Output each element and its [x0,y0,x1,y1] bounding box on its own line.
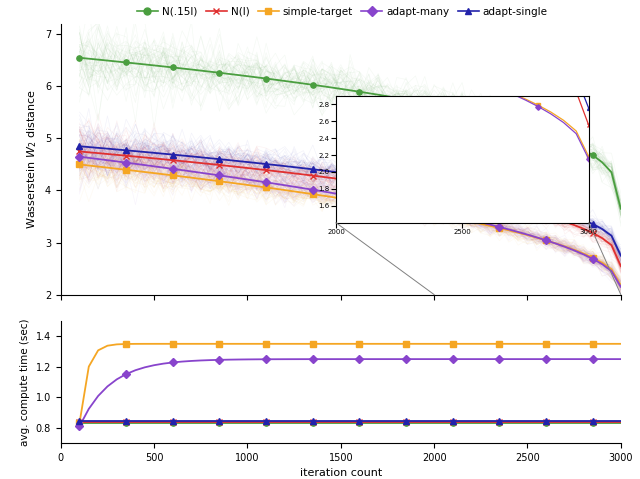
Y-axis label: Wasserstein $W_2$ distance: Wasserstein $W_2$ distance [26,89,39,229]
Y-axis label: avg. compute time (sec): avg. compute time (sec) [20,318,30,446]
Legend: N(.15I), N(I), simple-target, adapt-many, adapt-single: N(.15I), N(I), simple-target, adapt-many… [133,3,552,21]
X-axis label: iteration count: iteration count [300,468,382,479]
